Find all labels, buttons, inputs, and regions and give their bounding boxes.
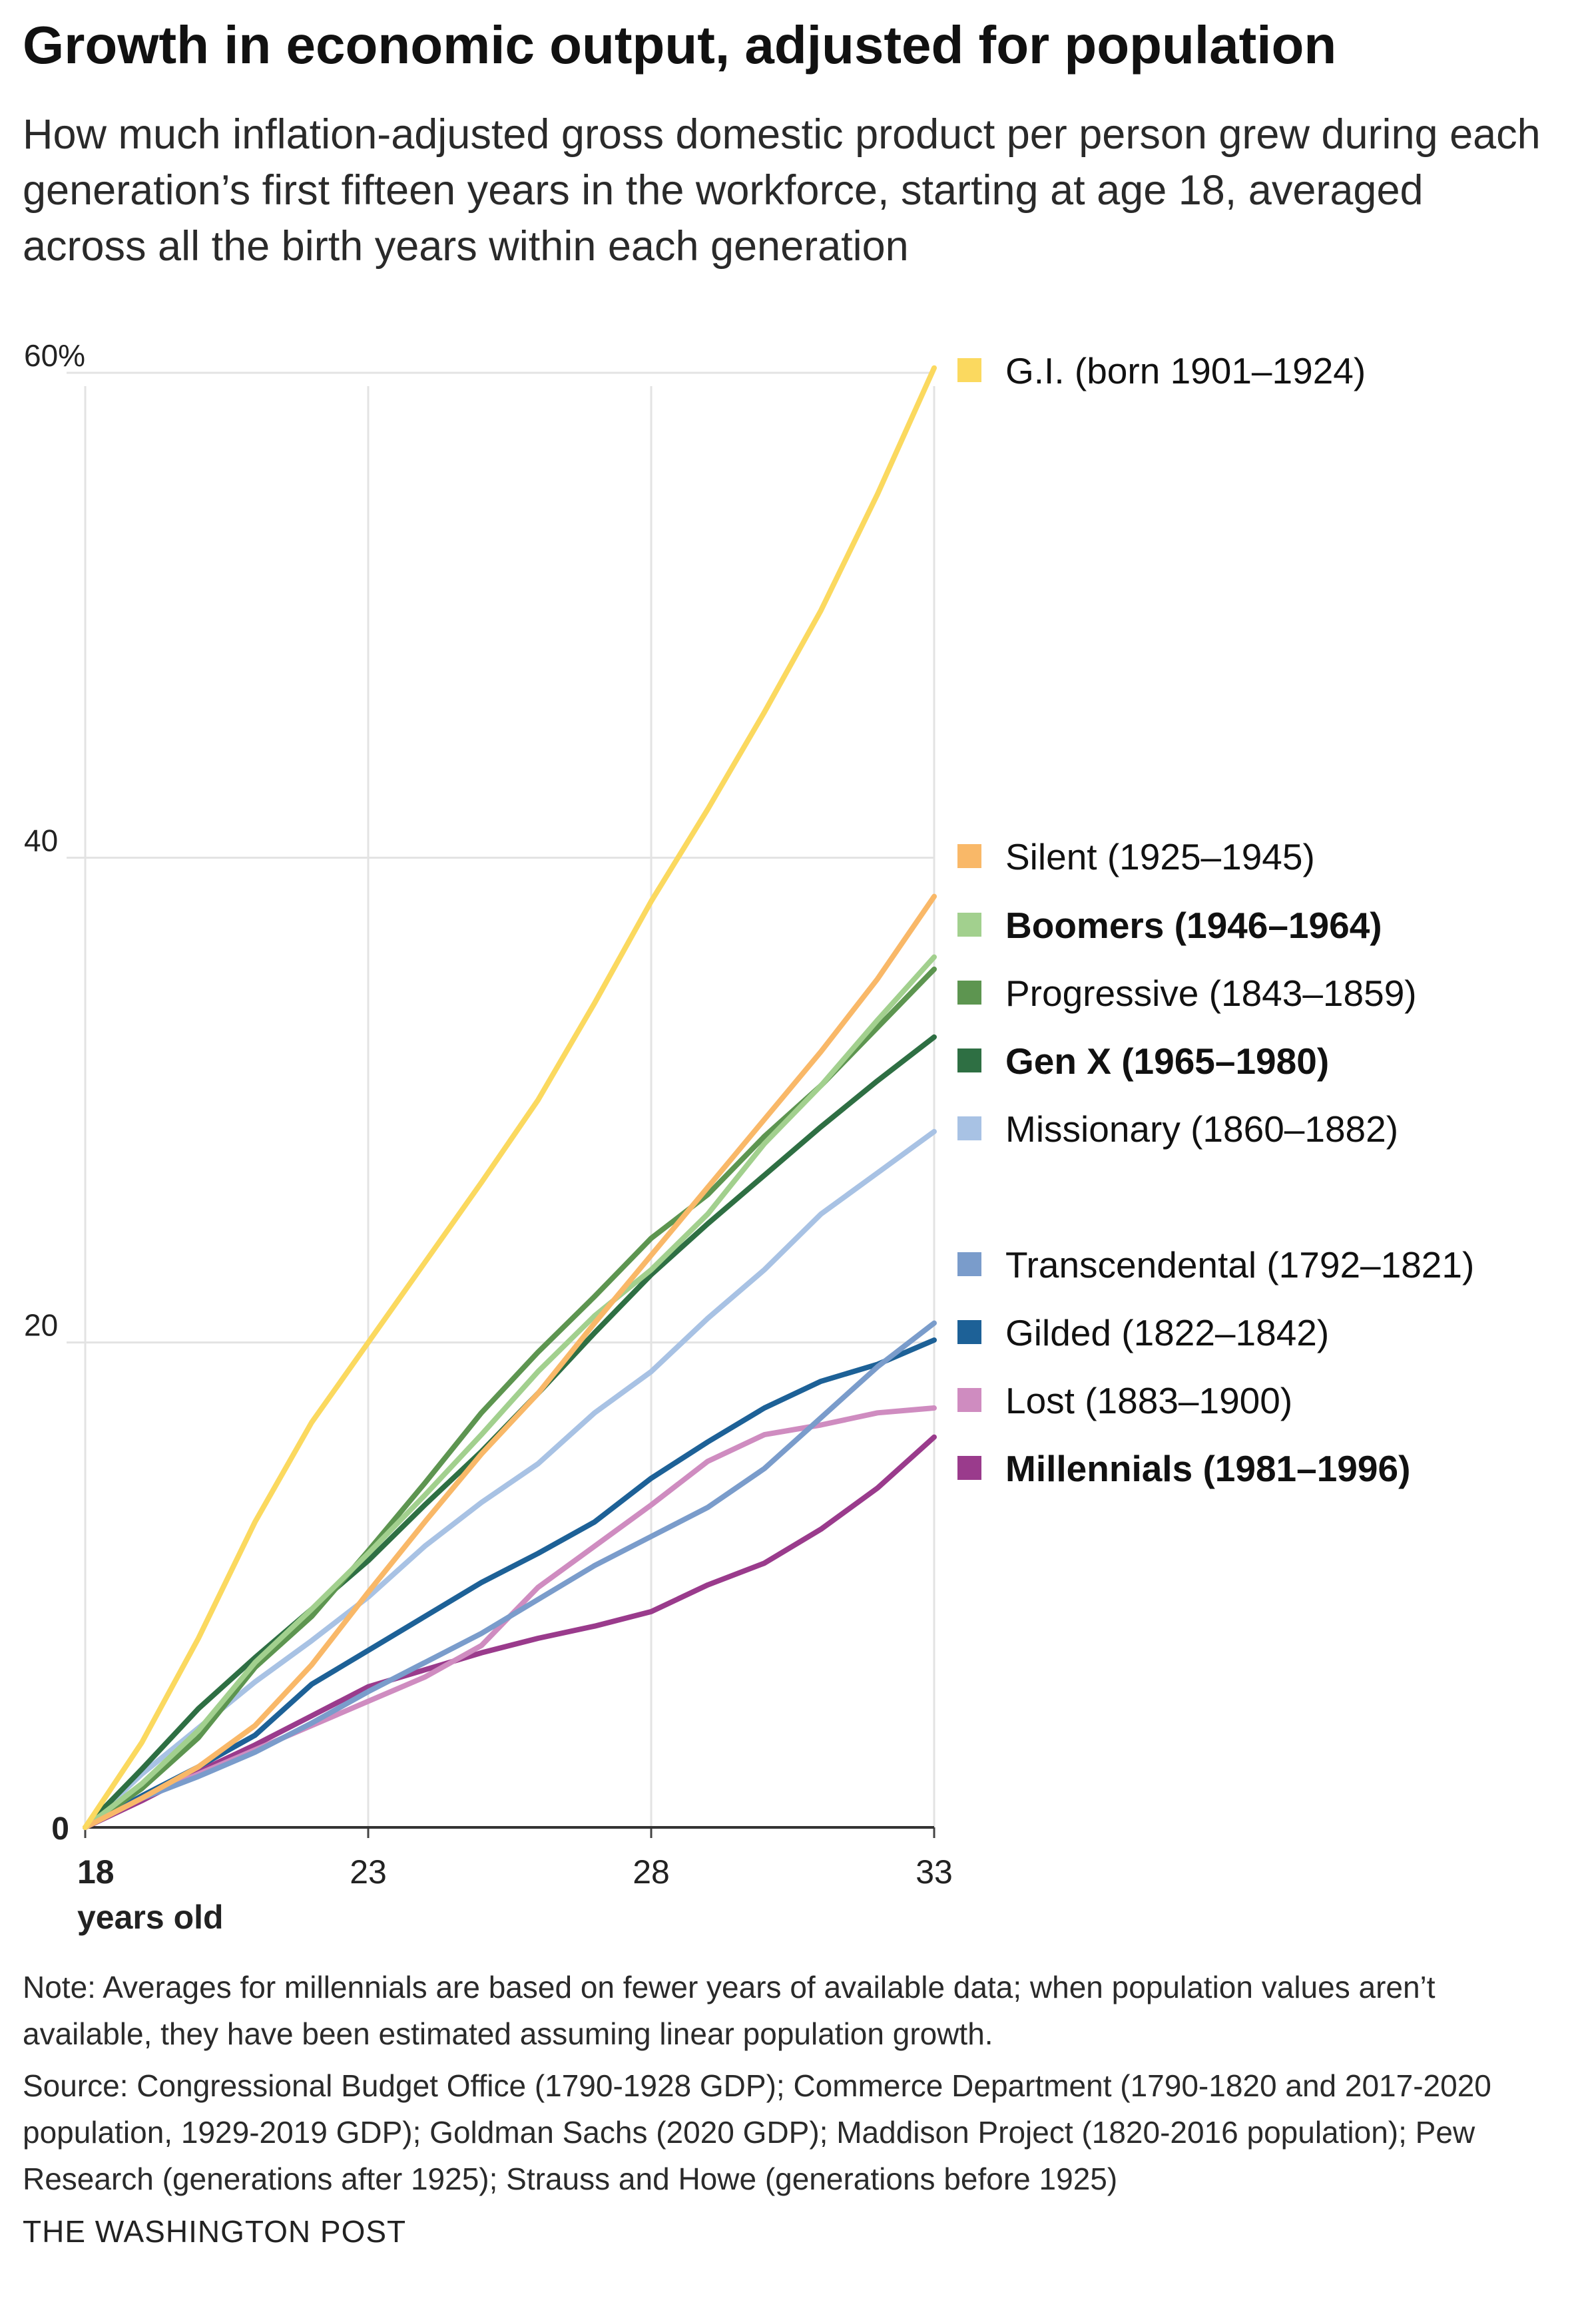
legend-label: Silent (1925–1945) <box>1005 836 1315 877</box>
x-tick-label: 33 <box>916 1853 953 1891</box>
y-tick-label: 60% <box>24 338 85 373</box>
series-line <box>83 954 937 1830</box>
x-tick-label: 23 <box>350 1853 387 1891</box>
series-line <box>83 893 937 1830</box>
legend-label: Missionary (1860–1882) <box>1005 1108 1398 1150</box>
series-line <box>83 1320 937 1830</box>
series-line <box>83 1337 937 1830</box>
x-axis-sublabel: years old <box>77 1899 224 1936</box>
legend-swatch <box>957 1456 981 1480</box>
y-tick-label: 20 <box>24 1308 58 1343</box>
series-line <box>83 365 937 1830</box>
series-line <box>83 1434 937 1830</box>
series-lines <box>83 365 937 1830</box>
legend-swatch <box>957 1252 981 1276</box>
notes-block: Note: Averages for millennials are based… <box>23 1964 1561 2208</box>
legend-swatch <box>957 358 981 382</box>
chart-title: Growth in economic output, adjusted for … <box>23 15 1337 75</box>
line-chart: 0 20 40 60% 18 23 28 33 years old G.I. (born 190… <box>24 338 1474 1936</box>
legend-label: Boomers (1946–1964) <box>1005 905 1382 946</box>
publisher-credit: THE WASHINGTON POST <box>23 2214 407 2249</box>
legend-swatch <box>957 1320 981 1344</box>
legend-swatch <box>957 1388 981 1412</box>
y-tick-label: 40 <box>24 823 58 857</box>
legend-label: G.I. (born 1901–1924) <box>1005 350 1366 391</box>
legend-swatch <box>957 1116 981 1140</box>
legend-label: Lost (1883–1900) <box>1005 1380 1292 1421</box>
y-tick-label: 0 <box>51 1811 69 1847</box>
legend: G.I. (born 1901–1924) Silent (1925–1945) B… <box>957 350 1474 1489</box>
legend-label: Transcendental (1792–1821) <box>1005 1244 1474 1285</box>
x-tick-label: 28 <box>633 1853 670 1891</box>
source-note: Source: Congressional Budget Office (179… <box>23 2068 1491 2196</box>
legend-label: Gilded (1822–1842) <box>1005 1312 1329 1353</box>
legend-swatch <box>957 913 981 937</box>
legend-label: Gen X (1965–1980) <box>1005 1041 1329 1082</box>
gridlines <box>67 371 935 1827</box>
legend-label: Progressive (1843–1859) <box>1005 973 1417 1014</box>
chart-subtitle: How much inflation-adjusted gross domest… <box>23 111 1541 270</box>
footnote: Note: Averages for millennials are based… <box>23 1970 1436 2051</box>
axes: 0 20 40 60% 18 23 28 33 years old <box>24 338 953 1936</box>
legend-swatch <box>957 844 981 868</box>
legend-label: Millennials (1981–1996) <box>1005 1448 1410 1489</box>
legend-swatch <box>957 981 981 1005</box>
legend-swatch <box>957 1048 981 1072</box>
x-tick-label: 18 <box>77 1853 115 1891</box>
